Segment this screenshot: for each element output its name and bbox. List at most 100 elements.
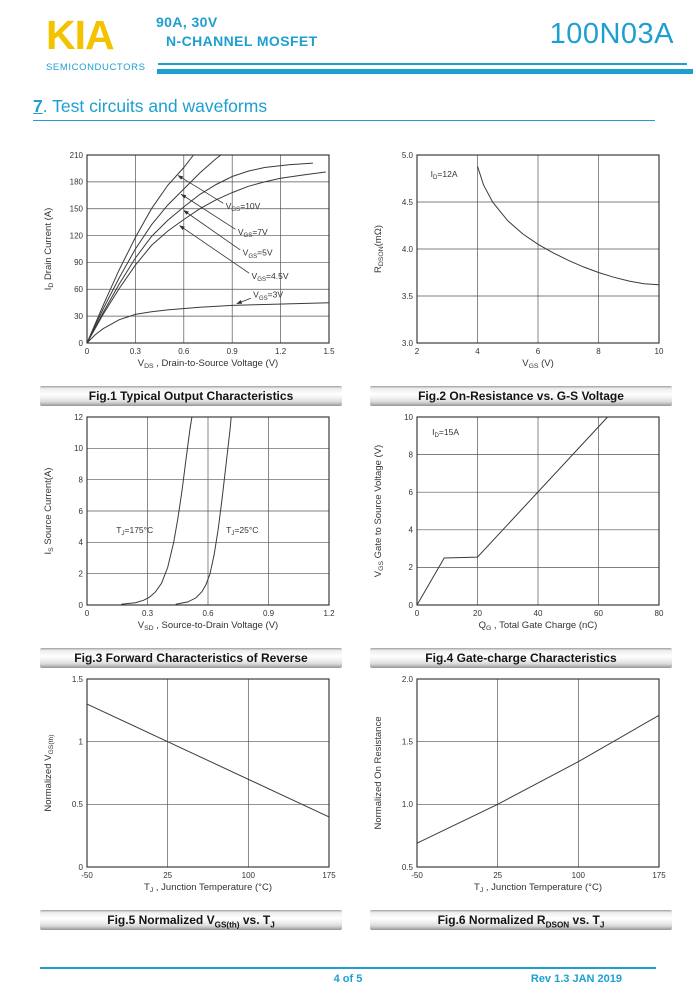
svg-text:0: 0 [85, 609, 90, 618]
svg-text:20: 20 [473, 609, 482, 618]
page-number: 4 of 5 [333, 973, 363, 985]
svg-text:2: 2 [415, 347, 420, 356]
svg-text:100: 100 [572, 871, 586, 880]
svg-text:10: 10 [655, 347, 664, 356]
svg-text:0.6: 0.6 [178, 347, 190, 356]
brand-logo-subtext: SEMICONDUCTORS [46, 62, 146, 73]
svg-text:VGS=3V: VGS=3V [253, 290, 283, 302]
svg-text:4: 4 [79, 538, 84, 547]
svg-text:4: 4 [475, 347, 480, 356]
footer: 4 of 5 Rev 1.3 JAN 2019 [40, 967, 656, 991]
svg-text:Normalized VGS(th): Normalized VGS(th) [43, 734, 55, 811]
svg-text:RDSON(mΩ): RDSON(mΩ) [373, 225, 385, 273]
svg-text:0.5: 0.5 [402, 863, 414, 872]
svg-text:60: 60 [594, 609, 603, 618]
svg-text:0.6: 0.6 [202, 609, 214, 618]
svg-text:90: 90 [74, 258, 83, 267]
svg-text:80: 80 [655, 609, 664, 618]
svg-text:ID=12A: ID=12A [431, 169, 458, 181]
svg-text:0.9: 0.9 [263, 609, 275, 618]
section-text: . Test circuits and waveforms [42, 96, 268, 116]
section-title: 7. Test circuits and waveforms [33, 96, 655, 121]
svg-text:10: 10 [404, 413, 413, 422]
svg-text:Normalized On Resistance: Normalized On Resistance [373, 717, 384, 830]
figure-grid: 0 0.3 0.6 0.9 1.2 1.5 0 30 60 90 120 150 180 210 VGS=1… [40, 146, 672, 930]
revision-label: Rev 1.3 JAN 2019 [530, 973, 622, 985]
svg-text:ID Drain Current (A): ID Drain Current (A) [43, 208, 55, 291]
svg-text:TJ=25°C: TJ=25°C [226, 525, 258, 537]
svg-text:4.0: 4.0 [402, 245, 414, 254]
svg-text:1.5: 1.5 [402, 737, 414, 746]
svg-text:1: 1 [79, 737, 84, 746]
svg-text:10: 10 [74, 444, 83, 453]
svg-text:2.0: 2.0 [402, 675, 414, 684]
figure-1: 0 0.3 0.6 0.9 1.2 1.5 0 30 60 90 120 150 180 210 VGS=1… [40, 146, 342, 406]
svg-text:12: 12 [74, 413, 83, 422]
fig6-normalized-rdson-chart: -50 25 100 175 0.5 1.0 1.5 2.0 TJ , Junction Tem… [373, 675, 666, 894]
svg-text:1.2: 1.2 [323, 609, 335, 618]
fig1-caption: Fig.1 Typical Output Characteristics [40, 386, 342, 406]
device-type: N-CHANNEL MOSFET [166, 33, 318, 49]
svg-text:100: 100 [242, 871, 256, 880]
svg-text:-50: -50 [411, 871, 423, 880]
svg-text:TJ=175°C: TJ=175°C [116, 525, 153, 537]
svg-text:30: 30 [74, 312, 83, 321]
svg-text:0: 0 [85, 347, 90, 356]
fig1-output-characteristics-chart: 0 0.3 0.6 0.9 1.2 1.5 0 30 60 90 120 150 180 210 VGS=1… [43, 151, 335, 370]
svg-text:6: 6 [409, 488, 414, 497]
svg-text:0.3: 0.3 [130, 347, 142, 356]
part-number: 100N03A [549, 18, 674, 50]
svg-text:0.3: 0.3 [142, 609, 154, 618]
svg-text:0.9: 0.9 [227, 347, 239, 356]
svg-text:VGS=5V: VGS=5V [243, 248, 273, 260]
svg-text:TJ , Junction Temperature (°C): TJ , Junction Temperature (°C) [474, 882, 602, 894]
header-rule-thin [158, 63, 687, 65]
svg-text:150: 150 [70, 205, 84, 214]
svg-text:VSD , Source-to-Drain Voltage: VSD , Source-to-Drain Voltage (V) [138, 620, 278, 632]
svg-text:0.5: 0.5 [72, 800, 84, 809]
svg-text:4: 4 [409, 526, 414, 535]
fig2-caption: Fig.2 On-Resistance vs. G-S Voltage [370, 386, 672, 406]
fig4-caption: Fig.4 Gate-charge Characteristics [370, 648, 672, 668]
svg-text:0: 0 [409, 601, 414, 610]
svg-text:3.0: 3.0 [402, 339, 414, 348]
figure-3: 0 0.3 0.6 0.9 1.2 0 2 4 6 8 10 12 TJ=175°C TJ=25°C VSD… [40, 408, 342, 668]
svg-text:25: 25 [163, 871, 172, 880]
brand-logo: KIA [46, 12, 115, 58]
svg-text:VGS Gate to Source Voltage (V: VGS Gate to Source Voltage (V) [373, 445, 385, 577]
svg-text:3.5: 3.5 [402, 292, 414, 301]
svg-text:8: 8 [409, 450, 414, 459]
figure-2: 2 4 6 8 10 3.0 3.5 4.0 4.5 5.0 ID=12A VGS (V) RDSON(… [370, 146, 672, 406]
svg-text:0: 0 [79, 863, 84, 872]
figure-5: -50 25 100 175 0 0.5 1 1.5 TJ , Junction Tempera… [40, 670, 342, 930]
svg-text:210: 210 [70, 151, 84, 160]
svg-text:IS Source Current(A): IS Source Current(A) [43, 468, 55, 555]
svg-text:8: 8 [79, 475, 84, 484]
svg-text:175: 175 [322, 871, 336, 880]
header-rule-thick [157, 69, 693, 74]
fig6-caption: Fig.6 Normalized RDSON vs. TJ [370, 910, 672, 930]
svg-text:VDS , Drain-to-Source Voltage: VDS , Drain-to-Source Voltage (V) [138, 358, 278, 370]
figure-6: -50 25 100 175 0.5 1.0 1.5 2.0 TJ , Junction Tem… [370, 670, 672, 930]
svg-text:0: 0 [79, 339, 84, 348]
svg-text:60: 60 [74, 285, 83, 294]
svg-text:VGS=10V: VGS=10V [226, 201, 261, 213]
svg-text:VGS=7V: VGS=7V [238, 227, 268, 239]
svg-text:175: 175 [652, 871, 666, 880]
svg-text:1.2: 1.2 [275, 347, 287, 356]
svg-text:1.5: 1.5 [72, 675, 84, 684]
svg-text:8: 8 [596, 347, 601, 356]
svg-text:0: 0 [79, 601, 84, 610]
svg-text:VGS (V): VGS (V) [522, 358, 554, 370]
svg-text:0: 0 [415, 609, 420, 618]
svg-text:1.0: 1.0 [402, 800, 414, 809]
svg-text:VGS=4.5V: VGS=4.5V [252, 271, 289, 283]
device-rating: 90A, 30V [156, 14, 218, 30]
svg-text:6: 6 [536, 347, 541, 356]
svg-text:TJ , Junction Temperature (°C): TJ , Junction Temperature (°C) [144, 882, 272, 894]
fig4-gate-charge-chart: 0 20 40 60 80 0 2 4 6 8 10 ID=15A QG , Total Gate Ch… [373, 413, 664, 632]
fig3-caption: Fig.3 Forward Characteristics of Reverse [40, 648, 342, 668]
fig2-on-resistance-chart: 2 4 6 8 10 3.0 3.5 4.0 4.5 5.0 ID=12A VGS (V) RDSON(… [373, 151, 664, 370]
svg-text:2: 2 [409, 563, 414, 572]
